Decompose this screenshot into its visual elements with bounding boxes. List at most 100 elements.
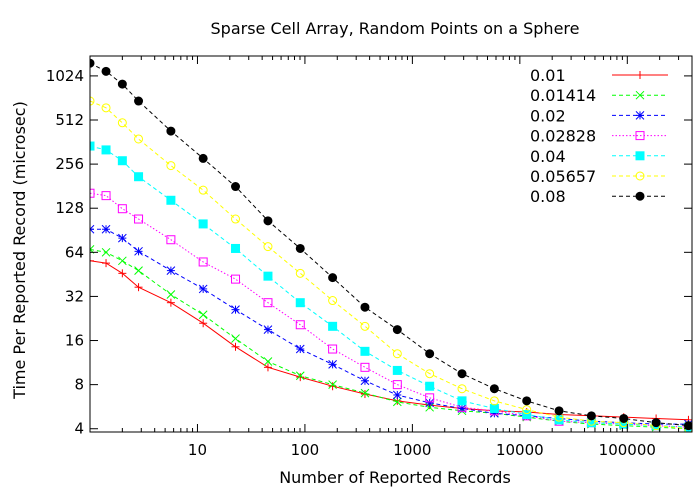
data-point <box>90 256 94 265</box>
data-point <box>683 421 692 431</box>
data-point <box>522 396 532 406</box>
data-point <box>166 235 176 245</box>
data-point <box>263 216 273 226</box>
data-point <box>198 185 208 195</box>
y-tick-label: 256 <box>55 155 84 173</box>
data-point <box>134 134 144 144</box>
data-point <box>198 284 208 294</box>
series-0.08 <box>90 58 692 431</box>
data-point <box>360 376 370 386</box>
x-tick-label: 10000 <box>496 441 544 459</box>
chart-title: Sparse Cell Array, Random Points on a Sp… <box>211 19 580 38</box>
data-point <box>90 188 95 198</box>
x-axis-title: Number of Reported Records <box>279 468 511 487</box>
data-point <box>198 153 208 163</box>
y-tick-label: 16 <box>65 332 84 350</box>
series-line-0.01 <box>90 260 689 421</box>
data-point <box>457 396 467 406</box>
data-point <box>522 405 532 415</box>
data-point <box>263 357 273 366</box>
data-point <box>425 393 435 403</box>
data-point <box>360 362 370 372</box>
data-point <box>295 320 305 330</box>
legend-entry: 0.02 <box>530 106 668 125</box>
y-tick-label: 4 <box>74 420 84 438</box>
data-point <box>457 384 467 394</box>
legend-entry: 0.08 <box>530 187 668 206</box>
data-point <box>231 243 241 253</box>
data-point <box>166 195 176 205</box>
legend-entry: 0.01414 <box>530 86 668 105</box>
series-line-0.04 <box>90 145 689 428</box>
y-tick-label: 8 <box>74 376 84 394</box>
data-point <box>90 96 95 106</box>
data-point <box>231 182 241 192</box>
series-line-0.02828 <box>90 192 689 428</box>
legend-marker <box>635 151 645 161</box>
data-point <box>296 373 305 382</box>
data-point <box>90 141 95 151</box>
y-tick-label: 1024 <box>46 67 84 85</box>
data-point <box>198 257 208 267</box>
data-point <box>489 403 499 413</box>
data-point <box>392 390 402 400</box>
data-point <box>425 398 435 408</box>
data-point <box>295 268 305 278</box>
legend-label: 0.01414 <box>530 86 596 105</box>
data-point <box>360 346 370 356</box>
series-line-0.08 <box>90 62 689 427</box>
data-point <box>295 298 305 308</box>
data-point <box>651 418 661 428</box>
data-point <box>392 397 402 407</box>
data-point <box>134 283 143 292</box>
data-point <box>231 274 241 284</box>
data-point <box>166 290 176 299</box>
series-0.01 <box>90 256 692 424</box>
data-point <box>328 273 338 283</box>
data-point <box>328 321 338 331</box>
data-point <box>295 243 305 253</box>
data-point <box>166 266 176 275</box>
data-point <box>360 321 370 331</box>
data-point <box>392 349 402 359</box>
x-tick-label: 100000 <box>599 441 656 459</box>
data-point <box>263 298 273 308</box>
data-point <box>231 214 241 224</box>
data-point <box>328 382 337 391</box>
y-axis-title: Time Per Reported Record (microsec) <box>10 101 29 400</box>
data-point <box>117 233 127 243</box>
legend-label: 0.05657 <box>530 167 596 186</box>
data-point <box>619 413 629 423</box>
legend-label: 0.08 <box>530 187 566 206</box>
legend-marker <box>635 131 645 141</box>
data-point <box>231 334 240 343</box>
y-tick-label: 512 <box>55 111 84 129</box>
data-point <box>295 371 305 381</box>
data-point <box>198 219 208 229</box>
data-point <box>134 214 144 224</box>
data-point <box>166 298 175 307</box>
data-point <box>117 204 127 214</box>
data-point <box>101 247 111 257</box>
data-point <box>101 66 111 76</box>
data-point <box>489 384 499 394</box>
data-point <box>263 325 273 334</box>
data-point <box>102 259 111 268</box>
series-0.04 <box>90 141 692 432</box>
series-line-0.02 <box>90 228 689 425</box>
x-tick-label: 100 <box>291 441 320 459</box>
data-point <box>295 344 305 354</box>
data-point <box>134 172 144 182</box>
legend-label: 0.04 <box>530 147 566 166</box>
y-tick-label: 64 <box>65 243 84 261</box>
data-point <box>134 266 143 275</box>
series-0.05657 <box>90 96 692 432</box>
data-point <box>101 224 111 234</box>
legend-entry: 0.04 <box>530 147 668 166</box>
x-tick-label: 1000 <box>393 441 431 459</box>
plot-series-layer <box>90 58 692 432</box>
series-0.02828 <box>90 188 692 432</box>
data-point <box>166 161 176 171</box>
